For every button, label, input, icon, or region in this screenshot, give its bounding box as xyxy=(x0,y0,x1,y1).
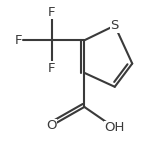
Text: O: O xyxy=(46,119,57,132)
Text: OH: OH xyxy=(105,121,125,134)
Text: F: F xyxy=(48,62,55,75)
Text: S: S xyxy=(111,19,119,32)
Text: F: F xyxy=(48,6,55,19)
Text: F: F xyxy=(14,34,22,47)
